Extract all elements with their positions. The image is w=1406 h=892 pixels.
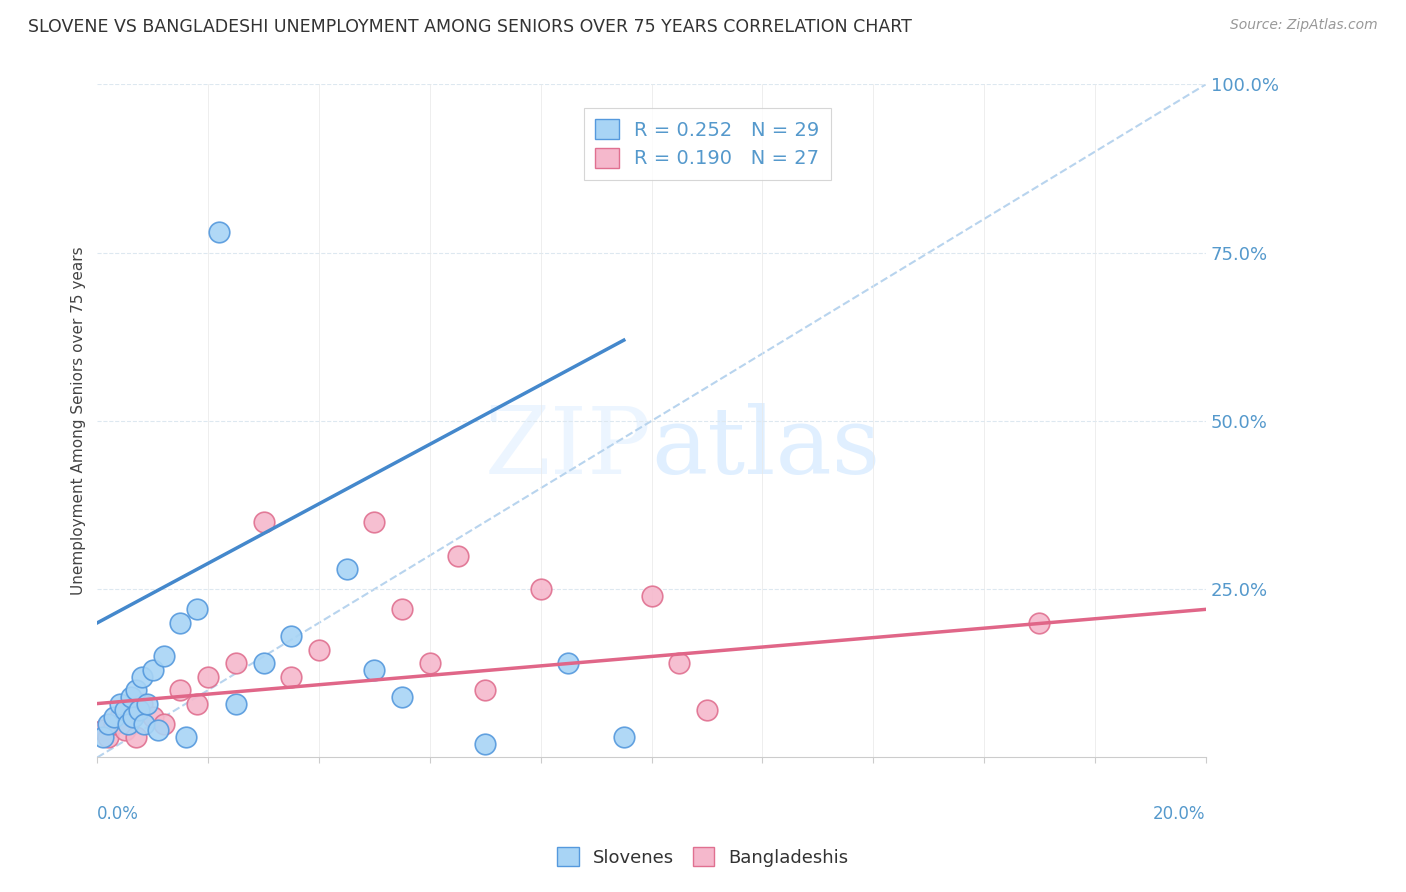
Text: atlas: atlas xyxy=(651,403,880,493)
Text: SLOVENE VS BANGLADESHI UNEMPLOYMENT AMONG SENIORS OVER 75 YEARS CORRELATION CHAR: SLOVENE VS BANGLADESHI UNEMPLOYMENT AMON… xyxy=(28,18,912,36)
Point xyxy=(108,710,131,724)
Point xyxy=(474,683,496,698)
Point xyxy=(208,226,231,240)
Point xyxy=(174,730,197,744)
Y-axis label: Unemployment Among Seniors over 75 years: Unemployment Among Seniors over 75 years xyxy=(72,246,86,595)
Point xyxy=(363,663,385,677)
Point xyxy=(114,703,136,717)
Point xyxy=(186,602,208,616)
Point xyxy=(148,723,170,738)
Point xyxy=(169,683,191,698)
Point xyxy=(640,589,662,603)
Point xyxy=(225,656,247,670)
Legend: Slovenes, Bangladeshis: Slovenes, Bangladeshis xyxy=(550,840,856,874)
Point xyxy=(225,697,247,711)
Point xyxy=(125,730,148,744)
Point xyxy=(308,642,330,657)
Point xyxy=(391,602,413,616)
Point xyxy=(103,710,125,724)
Point xyxy=(363,515,385,529)
Point xyxy=(91,730,114,744)
Point xyxy=(120,690,142,704)
Point xyxy=(446,549,468,563)
Point xyxy=(696,703,718,717)
Point xyxy=(1028,615,1050,630)
Point xyxy=(114,723,136,738)
Point xyxy=(186,697,208,711)
Point xyxy=(117,716,139,731)
Point xyxy=(108,697,131,711)
Point xyxy=(668,656,690,670)
Text: ZIP: ZIP xyxy=(485,403,651,493)
Point xyxy=(280,670,302,684)
Point xyxy=(391,690,413,704)
Legend: R = 0.252   N = 29, R = 0.190   N = 27: R = 0.252 N = 29, R = 0.190 N = 27 xyxy=(583,108,831,180)
Point xyxy=(142,663,165,677)
Point xyxy=(142,710,165,724)
Point xyxy=(530,582,553,596)
Point xyxy=(134,716,156,731)
Point xyxy=(122,710,145,724)
Point xyxy=(557,656,579,670)
Point xyxy=(97,716,120,731)
Point xyxy=(153,649,176,664)
Point xyxy=(613,730,636,744)
Point xyxy=(197,670,219,684)
Text: Source: ZipAtlas.com: Source: ZipAtlas.com xyxy=(1230,18,1378,32)
Point xyxy=(336,562,359,576)
Point xyxy=(103,716,125,731)
Point xyxy=(131,697,153,711)
Point xyxy=(169,615,191,630)
Point xyxy=(280,629,302,643)
Point xyxy=(131,670,153,684)
Point xyxy=(474,737,496,751)
Text: 20.0%: 20.0% xyxy=(1153,805,1206,822)
Point xyxy=(97,730,120,744)
Point xyxy=(252,515,274,529)
Point xyxy=(120,703,142,717)
Point xyxy=(252,656,274,670)
Point xyxy=(419,656,441,670)
Point xyxy=(125,683,148,698)
Point xyxy=(91,723,114,738)
Text: 0.0%: 0.0% xyxy=(97,805,139,822)
Point xyxy=(153,716,176,731)
Point xyxy=(128,703,150,717)
Point xyxy=(136,697,159,711)
